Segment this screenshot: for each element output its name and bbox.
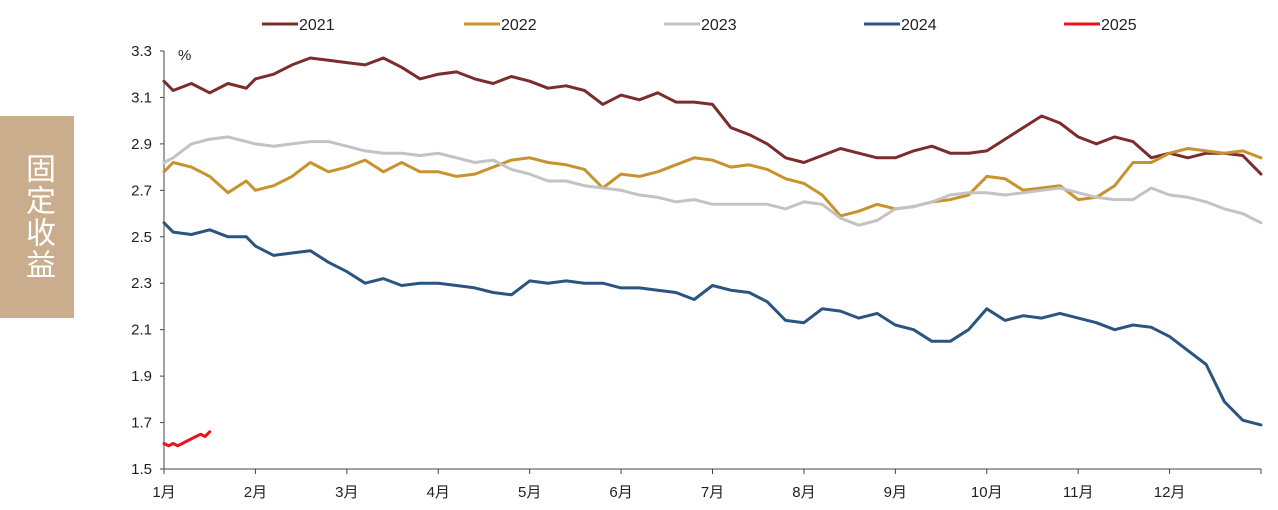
series-line-2022 — [162, 147, 1263, 218]
y-tick-label: 2.9 — [131, 136, 152, 153]
series-line-2021 — [162, 56, 1263, 176]
y-tick-label: 3.3 — [131, 43, 152, 60]
y-tick-label: 2.5 — [131, 229, 152, 246]
x-tick-label: 9月 — [884, 484, 907, 501]
section-tab-label: 固定收益 — [20, 153, 55, 281]
x-tick-label: 12月 — [1154, 484, 1186, 501]
y-unit-label: % — [178, 47, 191, 64]
x-tick-label: 2月 — [244, 484, 267, 501]
legend-label-2022: 2022 — [501, 17, 537, 34]
series-line-2024 — [162, 221, 1263, 427]
chart-axes: 3.3 3.1 2.9 2.7 2.5 2.3 2.1 1.9 1.7 1.51月 2月 3月 4月 5月… — [131, 43, 1262, 501]
y-tick-label: 1.7 — [131, 415, 152, 432]
legend-label-2021: 2021 — [299, 17, 335, 34]
y-tick-label: 2.7 — [131, 182, 152, 199]
section-tab: 固定收益 — [0, 116, 74, 318]
x-tick-label: 8月 — [792, 484, 815, 501]
legend-label-2025: 2025 — [1101, 17, 1137, 34]
y-tick-label: 2.1 — [131, 322, 152, 339]
y-tick-label: 3.1 — [131, 89, 152, 106]
x-tick-label: 1月 — [152, 484, 175, 501]
chart-series — [162, 56, 1263, 448]
x-tick-label: 11月 — [1063, 484, 1094, 501]
legend-label-2023: 2023 — [701, 17, 737, 34]
series-line-2023 — [162, 135, 1263, 227]
x-tick-label: 7月 — [701, 484, 724, 501]
chart-legend: 2021 2022 2023 2024 2025 — [262, 17, 1137, 34]
x-tick-label: 3月 — [335, 484, 358, 501]
y-tick-label: 2.3 — [131, 275, 152, 292]
y-tick-label: 1.9 — [131, 368, 152, 385]
series-line-2025 — [162, 430, 212, 448]
x-tick-label: 10月 — [971, 484, 1003, 501]
x-tick-label: 5月 — [518, 484, 541, 501]
legend-label-2024: 2024 — [901, 17, 937, 34]
y-tick-label: 1.5 — [131, 461, 152, 478]
x-tick-label: 6月 — [609, 484, 632, 501]
x-tick-label: 4月 — [427, 484, 450, 501]
